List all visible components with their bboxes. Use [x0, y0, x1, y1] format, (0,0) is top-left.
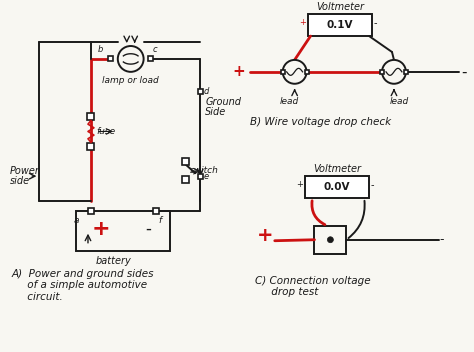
Text: Ground: Ground: [205, 97, 241, 107]
Bar: [182, 158, 189, 165]
Text: of a simple automotive: of a simple automotive: [11, 281, 147, 290]
Circle shape: [283, 60, 307, 84]
Bar: [153, 208, 158, 214]
Text: b: b: [98, 45, 103, 54]
Text: +: +: [232, 64, 245, 79]
Text: drop test: drop test: [255, 288, 318, 297]
Text: lead: lead: [389, 97, 409, 106]
Text: -: -: [146, 220, 152, 238]
Text: -: -: [462, 64, 467, 79]
Text: +: +: [256, 226, 273, 245]
Bar: [404, 70, 408, 74]
Circle shape: [328, 237, 333, 243]
Bar: [305, 176, 369, 198]
Text: Voltmeter: Voltmeter: [316, 2, 364, 12]
Text: f: f: [158, 216, 162, 225]
Text: -: -: [370, 180, 374, 190]
Text: circuit.: circuit.: [11, 293, 63, 302]
Bar: [305, 70, 309, 74]
Bar: [148, 56, 153, 61]
Text: side: side: [9, 176, 29, 186]
Text: switch: switch: [190, 166, 219, 175]
Text: -: -: [440, 233, 444, 246]
Text: +: +: [91, 219, 110, 239]
Bar: [198, 174, 203, 179]
Text: 0.0V: 0.0V: [324, 182, 350, 192]
Circle shape: [118, 46, 144, 72]
Bar: [314, 226, 346, 254]
Bar: [109, 56, 113, 61]
Text: c: c: [153, 45, 157, 54]
Bar: [182, 176, 189, 183]
Text: -: -: [373, 18, 377, 28]
Bar: [88, 143, 94, 150]
Bar: [281, 70, 285, 74]
Bar: [308, 14, 372, 36]
Text: Voltmeter: Voltmeter: [313, 164, 361, 174]
Text: Side: Side: [205, 107, 227, 117]
Text: +: +: [299, 18, 306, 27]
Text: Power: Power: [9, 166, 39, 176]
Text: d: d: [203, 87, 209, 96]
Bar: [88, 208, 94, 214]
Text: lead: lead: [280, 97, 299, 106]
Bar: [88, 113, 94, 120]
Text: C) Connection voltage: C) Connection voltage: [255, 276, 371, 285]
Text: battery: battery: [96, 256, 132, 266]
Text: B) Wire voltage drop check: B) Wire voltage drop check: [250, 117, 391, 127]
Text: fuse: fuse: [96, 127, 115, 136]
Text: 0.1V: 0.1V: [327, 20, 353, 30]
Bar: [380, 70, 384, 74]
Bar: [198, 89, 203, 94]
Text: e: e: [203, 172, 209, 181]
Text: a: a: [73, 216, 79, 225]
Text: lamp or load: lamp or load: [102, 76, 159, 85]
Circle shape: [382, 60, 406, 84]
Bar: [76, 211, 171, 251]
Text: A)  Power and ground sides: A) Power and ground sides: [11, 269, 154, 278]
Text: +: +: [296, 180, 302, 189]
